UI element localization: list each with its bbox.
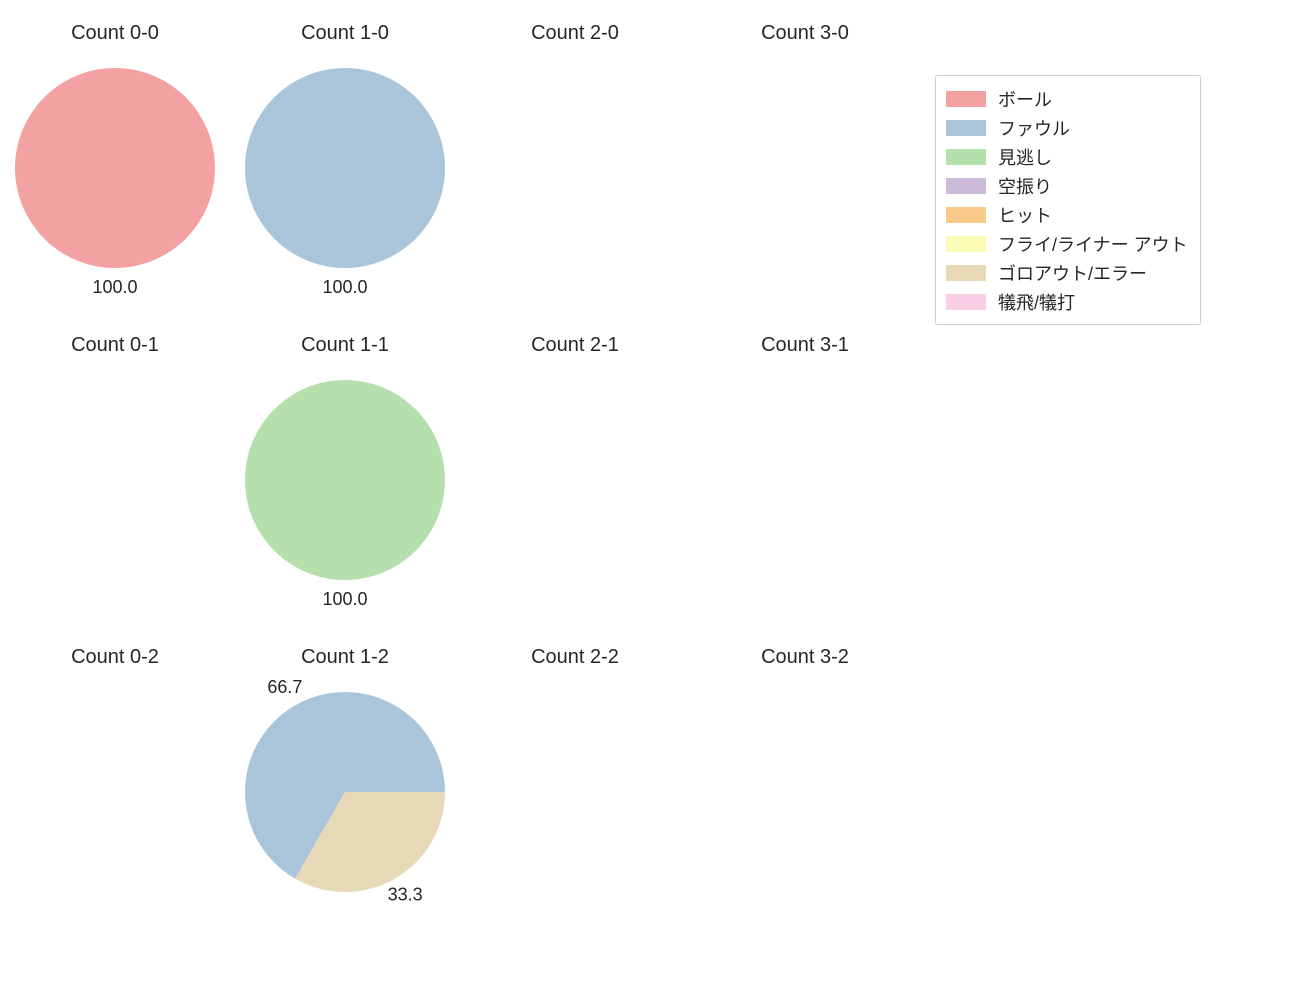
legend-swatch (946, 120, 986, 136)
pie-chart: 100.0 (15, 68, 215, 268)
legend-item: 空振り (946, 171, 1188, 200)
pie-cell: Count 3-0 (690, 10, 920, 322)
legend-swatch (946, 149, 986, 165)
chart-container: Count 0-0100.0Count 1-0100.0Count 2-0Cou… (0, 0, 1300, 1000)
pie-chart: 66.733.3 (245, 692, 445, 892)
pie-cell: Count 0-1 (0, 322, 230, 634)
legend-label: ボール (998, 86, 1052, 112)
svg-text:100.0: 100.0 (322, 277, 367, 297)
pie-cell: Count 2-0 (460, 10, 690, 322)
legend-label: 空振り (998, 173, 1052, 199)
pie-cell: Count 1-0 100.0 (230, 10, 460, 322)
legend-label: ゴロアウト/エラー (998, 260, 1147, 286)
legend-label: 犠飛/犠打 (998, 289, 1075, 315)
cell-title: Count 2-2 (460, 646, 690, 669)
cell-title: Count 1-0 (230, 22, 460, 45)
legend-swatch (946, 236, 986, 252)
legend-item: ファウル (946, 113, 1188, 142)
legend-item: ゴロアウト/エラー (946, 258, 1188, 287)
pie-chart: 100.0 (245, 68, 445, 268)
svg-text:33.3: 33.3 (388, 885, 423, 905)
legend-swatch (946, 294, 986, 310)
legend-label: ヒット (998, 202, 1052, 228)
pie-cell: Count 1-1 100.0 (230, 322, 460, 634)
cell-title: Count 3-0 (690, 22, 920, 45)
legend-item: 見逃し (946, 142, 1188, 171)
cell-title: Count 0-2 (0, 646, 230, 669)
legend-swatch (946, 265, 986, 281)
legend-item: 犠飛/犠打 (946, 287, 1188, 316)
cell-title: Count 3-2 (690, 646, 920, 669)
legend-swatch (946, 91, 986, 107)
pie-cell: Count 2-1 (460, 322, 690, 634)
cell-title: Count 2-1 (460, 334, 690, 357)
legend-label: ファウル (998, 115, 1070, 141)
legend-item: ボール (946, 84, 1188, 113)
cell-title: Count 1-1 (230, 334, 460, 357)
cell-title: Count 1-2 (230, 646, 460, 669)
legend-label: 見逃し (998, 144, 1052, 170)
legend-item: フライ/ライナー アウト (946, 229, 1188, 258)
pie-grid: Count 0-0100.0Count 1-0100.0Count 2-0Cou… (0, 0, 920, 946)
cell-title: Count 0-0 (0, 22, 230, 45)
pie-cell: Count 0-2 (0, 634, 230, 946)
svg-text:66.7: 66.7 (267, 677, 302, 697)
cell-title: Count 2-0 (460, 22, 690, 45)
pie-chart: 100.0 (245, 380, 445, 580)
pie-cell: Count 2-2 (460, 634, 690, 946)
pie-cell: Count 0-0 100.0 (0, 10, 230, 322)
pie-cell: Count 1-266.733.3 (230, 634, 460, 946)
svg-text:100.0: 100.0 (322, 589, 367, 609)
legend-swatch (946, 207, 986, 223)
cell-title: Count 3-1 (690, 334, 920, 357)
legend: ボールファウル見逃し空振りヒットフライ/ライナー アウトゴロアウト/エラー犠飛/… (935, 75, 1201, 325)
pie-cell: Count 3-2 (690, 634, 920, 946)
cell-title: Count 0-1 (0, 334, 230, 357)
svg-text:100.0: 100.0 (92, 277, 137, 297)
pie-cell: Count 3-1 (690, 322, 920, 634)
legend-label: フライ/ライナー アウト (998, 231, 1188, 257)
legend-swatch (946, 178, 986, 194)
legend-item: ヒット (946, 200, 1188, 229)
